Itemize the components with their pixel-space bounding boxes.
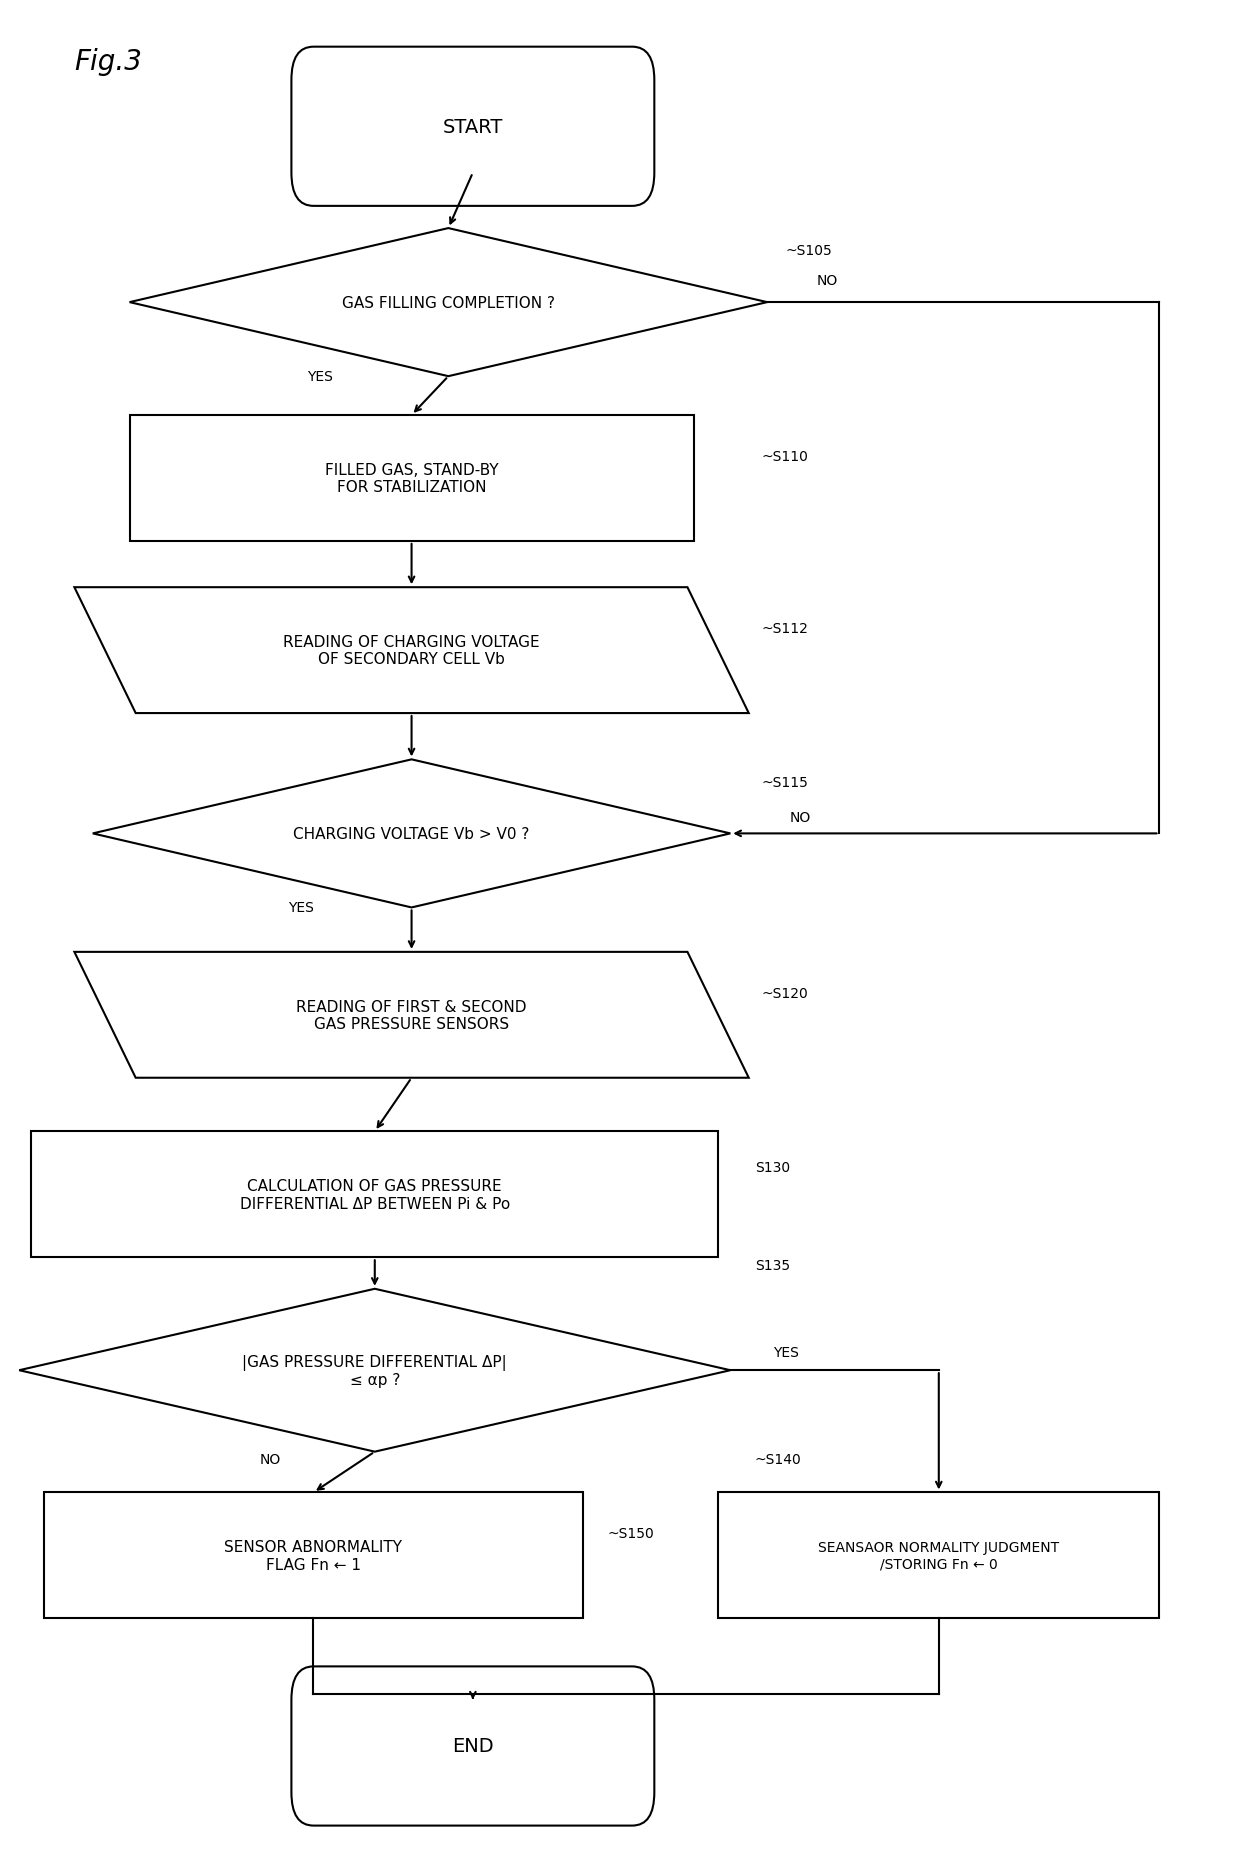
Text: READING OF CHARGING VOLTAGE
OF SECONDARY CELL Vb: READING OF CHARGING VOLTAGE OF SECONDARY… — [283, 634, 539, 667]
Text: |GAS PRESSURE DIFFERENTIAL ΔP|
≤ αp ?: |GAS PRESSURE DIFFERENTIAL ΔP| ≤ αp ? — [242, 1353, 507, 1387]
FancyBboxPatch shape — [291, 48, 655, 207]
Text: START: START — [443, 117, 503, 136]
Text: SENSOR ABNORMALITY
FLAG Fn ← 1: SENSOR ABNORMALITY FLAG Fn ← 1 — [224, 1540, 403, 1571]
Text: ~S120: ~S120 — [761, 986, 807, 1001]
Polygon shape — [93, 761, 730, 908]
Bar — [718, 1493, 1159, 1618]
Text: ~S150: ~S150 — [608, 1527, 655, 1540]
Bar — [43, 1493, 583, 1618]
Text: ~S115: ~S115 — [761, 775, 808, 788]
Text: NO: NO — [260, 1452, 281, 1467]
Text: ~S105: ~S105 — [785, 244, 832, 257]
Text: FILLED GAS, STAND-BY
FOR STABILIZATION: FILLED GAS, STAND-BY FOR STABILIZATION — [325, 462, 498, 496]
Text: NO: NO — [789, 811, 811, 824]
Text: GAS FILLING COMPLETION ?: GAS FILLING COMPLETION ? — [342, 296, 554, 311]
Polygon shape — [74, 953, 749, 1077]
Text: S130: S130 — [755, 1159, 790, 1174]
Text: READING OF FIRST & SECOND
GAS PRESSURE SENSORS: READING OF FIRST & SECOND GAS PRESSURE S… — [296, 999, 527, 1031]
Text: CHARGING VOLTAGE Vb > V0 ?: CHARGING VOLTAGE Vb > V0 ? — [294, 826, 529, 841]
FancyBboxPatch shape — [291, 1666, 655, 1825]
Text: S135: S135 — [755, 1258, 790, 1271]
Text: NO: NO — [816, 274, 837, 287]
Bar — [31, 1131, 718, 1258]
Polygon shape — [19, 1290, 730, 1452]
Text: ~S140: ~S140 — [755, 1452, 801, 1467]
Polygon shape — [129, 229, 768, 377]
Text: END: END — [453, 1737, 494, 1756]
Text: ~S110: ~S110 — [761, 449, 808, 464]
Polygon shape — [74, 587, 749, 714]
Text: ~S112: ~S112 — [761, 621, 808, 636]
Text: CALCULATION OF GAS PRESSURE
DIFFERENTIAL ΔP BETWEEN Pi & Po: CALCULATION OF GAS PRESSURE DIFFERENTIAL… — [239, 1178, 510, 1212]
Text: Fig.3: Fig.3 — [74, 48, 143, 76]
Text: YES: YES — [288, 900, 314, 915]
Bar — [129, 416, 693, 542]
Text: YES: YES — [774, 1346, 799, 1359]
Text: SEANSAOR NORMALITY JUDGMENT
/STORING Fn ← 0: SEANSAOR NORMALITY JUDGMENT /STORING Fn … — [818, 1540, 1059, 1571]
Text: YES: YES — [306, 369, 332, 384]
